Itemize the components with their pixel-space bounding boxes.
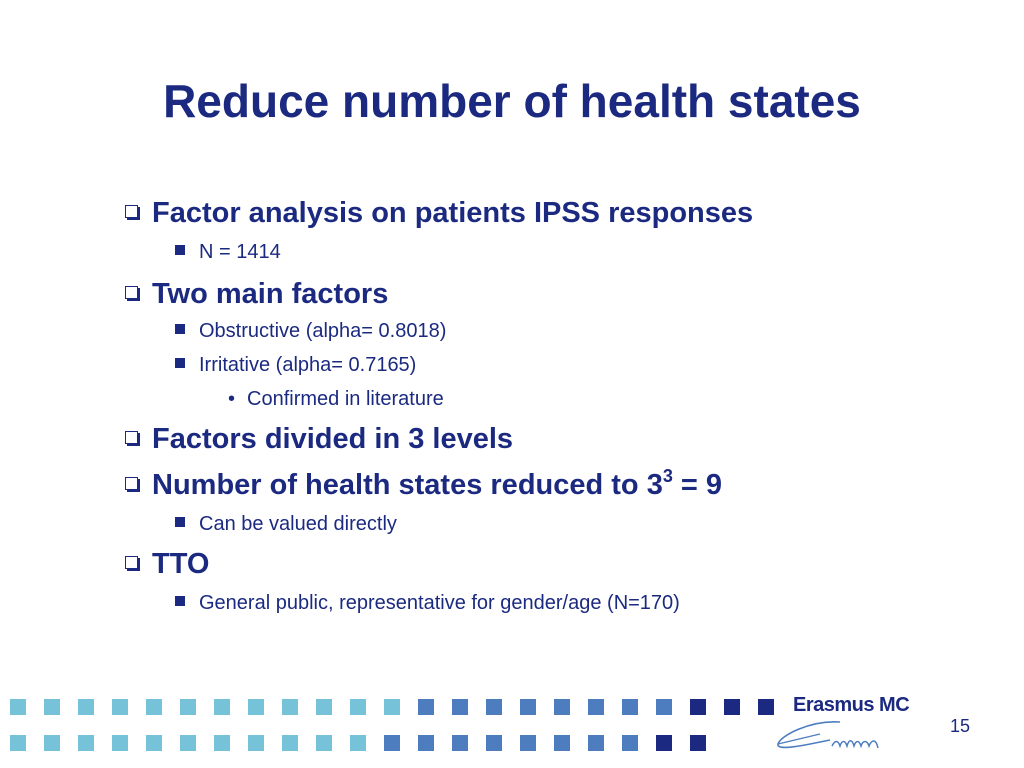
slide-title: Reduce number of health states (163, 75, 861, 127)
decorative-square (588, 735, 604, 751)
decorative-square (622, 735, 638, 751)
checkbox-bullet-icon (125, 431, 138, 444)
square-bullet-icon (175, 245, 185, 255)
decorative-square (180, 699, 196, 715)
decorative-square (214, 735, 230, 751)
decorative-square (486, 735, 502, 751)
decorative-square (44, 735, 60, 751)
decorative-square (112, 699, 128, 715)
page-number: 15 (950, 716, 971, 736)
decorative-square (418, 735, 434, 751)
decorative-square (554, 699, 570, 715)
decorative-square (452, 699, 468, 715)
decorative-square (248, 699, 264, 715)
decorative-square (10, 699, 26, 715)
decorative-square (282, 735, 298, 751)
sub-bullet-general-public: General public, representative for gende… (175, 592, 680, 615)
erasmus-mc-logo: Erasmus MC (793, 694, 910, 716)
sub-bullet-obstructive: Obstructive (alpha= 0.8018) (175, 320, 446, 343)
decorative-square (180, 735, 196, 751)
decorative-square (588, 699, 604, 715)
slide-content: Factor analysis on patients IPSS respons… (125, 197, 753, 615)
bullet-tto: TTO (125, 548, 209, 581)
erasmus-signature-icon (777, 721, 879, 749)
decorative-square (248, 735, 264, 751)
decorative-square (520, 735, 536, 751)
decorative-square (282, 699, 298, 715)
decorative-square (418, 699, 434, 715)
checkbox-bullet-icon (125, 556, 138, 569)
decorative-square (622, 699, 638, 715)
decorative-square (520, 699, 536, 715)
decorative-square (78, 699, 94, 715)
decorative-square (214, 699, 230, 715)
bullet-health-states: Number of health states reduced to 33 = … (125, 466, 722, 502)
decorative-square (350, 735, 366, 751)
checkbox-bullet-icon (125, 477, 138, 490)
decorative-square (758, 699, 774, 715)
decorative-square (316, 735, 332, 751)
exponent: 3 (662, 466, 673, 486)
sub-bullet-valued-directly: Can be valued directly (175, 513, 397, 536)
checkbox-bullet-icon (125, 205, 138, 218)
decorative-square (44, 699, 60, 715)
bullet-factor-analysis: Factor analysis on patients IPSS respons… (125, 197, 753, 230)
checkbox-bullet-icon (125, 286, 138, 299)
square-bullet-icon (175, 358, 185, 368)
dot-bullet-icon: • (228, 388, 236, 410)
decorative-square (78, 735, 94, 751)
decorative-square (384, 699, 400, 715)
decorative-square (486, 699, 502, 715)
square-bullet-icon (175, 596, 185, 606)
decorative-square-pattern (10, 699, 774, 751)
decorative-square (690, 699, 706, 715)
decorative-square (350, 699, 366, 715)
bullet-two-main-factors: Two main factors (125, 278, 388, 311)
decorative-square (112, 735, 128, 751)
sub-sub-bullet-confirmed: • Confirmed in literature (228, 388, 444, 410)
decorative-square (146, 735, 162, 751)
decorative-square (316, 699, 332, 715)
decorative-square (554, 735, 570, 751)
decorative-square (656, 699, 672, 715)
square-bullet-icon (175, 324, 185, 334)
decorative-square (146, 699, 162, 715)
sub-bullet-irritative: Irritative (alpha= 0.7165) (175, 354, 416, 377)
decorative-square (384, 735, 400, 751)
sub-bullet-n-total: N = 1414 (175, 241, 281, 264)
decorative-square (656, 735, 672, 751)
decorative-square (724, 699, 740, 715)
bullet-factors-divided: Factors divided in 3 levels (125, 423, 513, 456)
decorative-square (10, 735, 26, 751)
decorative-square (452, 735, 468, 751)
decorative-square (690, 735, 706, 751)
square-bullet-icon (175, 517, 185, 527)
